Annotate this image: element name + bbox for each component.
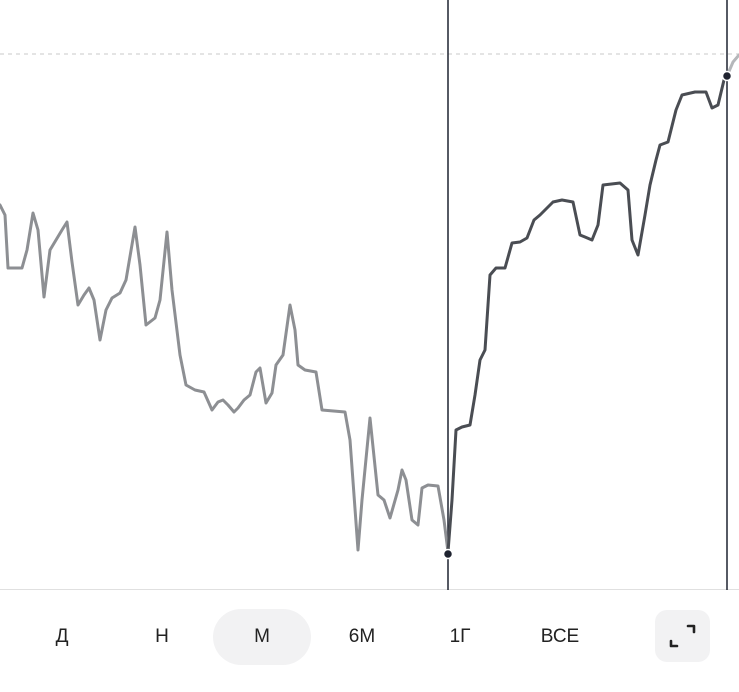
range-start-dot bbox=[442, 548, 454, 560]
expand-icon bbox=[669, 624, 696, 648]
period-tab[interactable]: ВСЕ bbox=[540, 626, 580, 647]
price-line-before bbox=[0, 203, 450, 554]
price-chart bbox=[0, 0, 739, 590]
expand-button[interactable] bbox=[655, 610, 710, 662]
expand-glyph bbox=[669, 624, 696, 648]
range-end-dot bbox=[721, 70, 733, 82]
period-tab[interactable]: Н bbox=[155, 626, 169, 647]
period-tab[interactable]: М bbox=[213, 609, 311, 665]
period-tabs: Д Н М 6М 1Г ВСЕ bbox=[0, 590, 739, 692]
period-tab[interactable]: Д bbox=[55, 626, 69, 647]
price-line-selected bbox=[446, 74, 729, 554]
period-tab[interactable]: 6М bbox=[348, 626, 376, 647]
period-tab[interactable]: 1Г bbox=[449, 626, 471, 647]
